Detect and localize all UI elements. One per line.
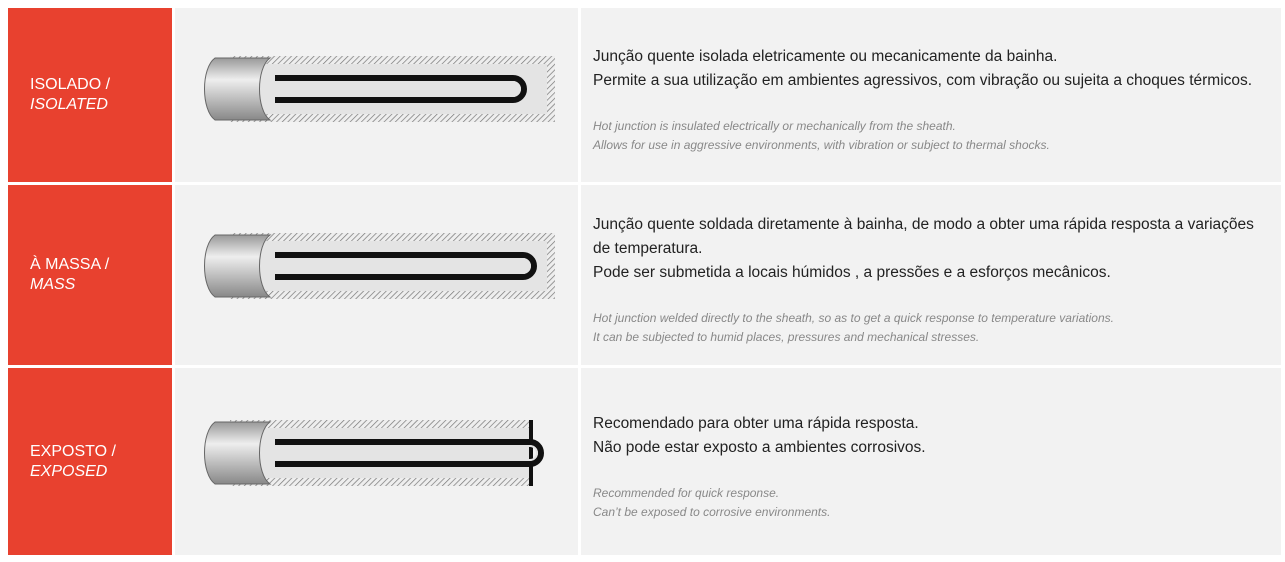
en-line: Hot junction is insulated electrically o… <box>593 119 956 133</box>
description-en: Hot junction welded directly to the shea… <box>593 309 1273 347</box>
table: ISOLADO / ISOLATED Junção quente isolada e… <box>8 8 1281 555</box>
thermocouple-illustration <box>204 56 555 122</box>
thermocouple-illustration <box>204 420 544 486</box>
description-pt: Recomendado para obter uma rápida respos… <box>593 412 1273 460</box>
en-line: It can be subjected to humid places, pre… <box>593 330 980 344</box>
illustration-cell <box>175 368 578 555</box>
description-cell: Junção quente soldada diretamente à bain… <box>581 185 1281 365</box>
pt-line: Permite a sua utilização em ambientes ag… <box>593 72 1253 89</box>
pt-line: Junção quente isolada eletricamente ou m… <box>593 48 1058 65</box>
en-line: Allows for use in aggressive environment… <box>593 138 1050 152</box>
illustration-cell <box>175 185 578 365</box>
label-pt: EXPOSTO / <box>30 442 116 460</box>
illustration-cell <box>175 8 578 182</box>
row-label: ISOLADO / ISOLATED <box>8 8 172 182</box>
label-en: EXPOSED <box>30 462 108 480</box>
label-en: MASS <box>30 276 76 293</box>
description-en: Recommended for quick response. Can’t be … <box>593 484 1273 522</box>
label-pt: ISOLADO / <box>30 76 111 93</box>
en-line: Can’t be exposed to corrosive environmen… <box>593 504 831 519</box>
pt-line: Não pode estar exposto a ambientes corro… <box>593 438 926 456</box>
description-cell: Recomendado para obter uma rápida respos… <box>581 368 1281 555</box>
pt-line: Pode ser submetida a locais húmidos , a … <box>593 264 1111 281</box>
description-cell: Junção quente isolada eletricamente ou m… <box>581 8 1281 182</box>
description-pt: Junção quente isolada eletricamente ou m… <box>593 45 1273 93</box>
row-label: EXPOSTO / EXPOSED <box>8 368 172 555</box>
pt-line: Recomendado para obter uma rápida respos… <box>593 414 919 432</box>
pt-line: Junção quente soldada diretamente à bain… <box>593 216 1254 257</box>
label-pt: À MASSA / <box>30 256 110 273</box>
description-pt: Junção quente soldada diretamente à bain… <box>593 213 1273 285</box>
thermocouple-illustration <box>204 233 555 299</box>
en-line: Hot junction welded directly to the shea… <box>593 311 1114 325</box>
en-line: Recommended for quick response. <box>593 485 780 500</box>
description-en: Hot junction is insulated electrically o… <box>593 117 1273 155</box>
label-en: ISOLATED <box>30 96 108 113</box>
row-label: À MASSA / MASS <box>8 185 172 365</box>
